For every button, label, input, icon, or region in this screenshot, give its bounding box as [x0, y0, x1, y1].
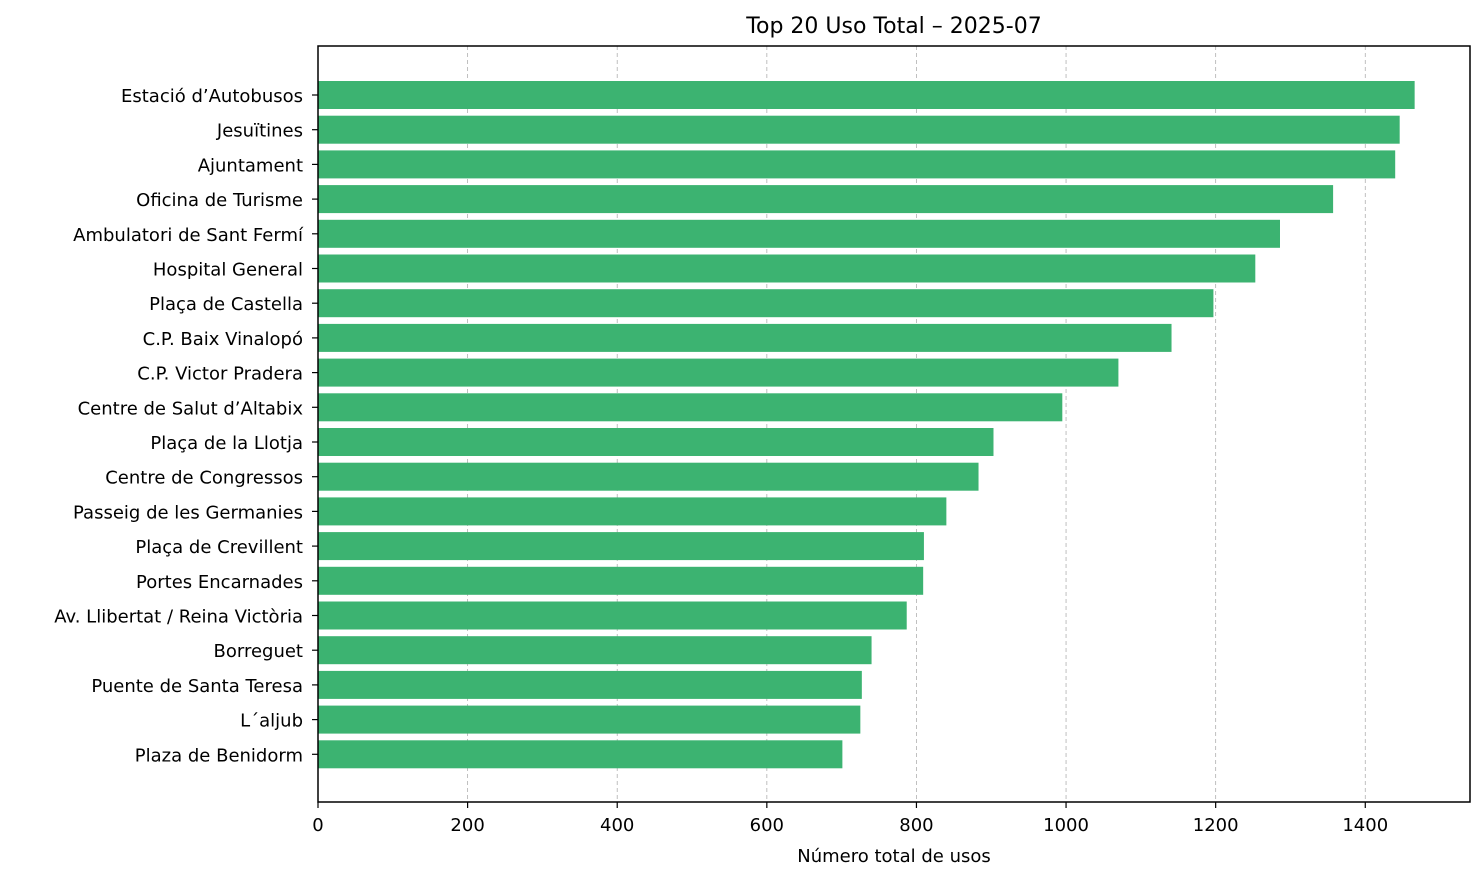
y-tick-label: C.P. Victor Pradera — [137, 364, 303, 385]
y-tick-label: Plaça de la Llotja — [150, 433, 303, 454]
x-tick-label: 0 — [312, 815, 323, 836]
y-tick-label: Centre de Congressos — [105, 468, 303, 489]
bar — [318, 150, 1396, 179]
bar — [318, 254, 1256, 283]
x-tick-label: 1400 — [1342, 815, 1388, 836]
bar — [318, 497, 947, 526]
y-tick-label: Hospital General — [153, 260, 303, 281]
axes-frame — [317, 45, 1471, 803]
y-tick-label: Portes Encarnades — [136, 572, 303, 593]
y-axis-ticks: Estació d’Autobusos Jesuïtines Ajuntament O… — [54, 86, 318, 766]
y-tick-label: Ambulatori de Sant Fermí — [73, 225, 304, 246]
y-tick-label: Passeig de les Germanies — [73, 502, 303, 523]
bar — [318, 601, 907, 630]
bar — [318, 462, 979, 491]
y-tick-label: Ajuntament — [198, 155, 303, 176]
bar — [318, 185, 1334, 214]
bar — [318, 636, 872, 665]
x-axis-label: Número total de usos — [797, 846, 991, 867]
bar — [318, 566, 924, 595]
bar — [318, 740, 843, 769]
bar — [318, 323, 1172, 352]
bar — [318, 358, 1119, 387]
y-tick-label: C.P. Baix Vinalopó — [143, 329, 303, 350]
x-tick-label: 600 — [750, 815, 784, 836]
bars — [318, 81, 1415, 769]
bar — [318, 289, 1214, 318]
bar — [318, 219, 1280, 248]
y-tick-label: Plaça de Castella — [149, 294, 303, 315]
y-tick-label: Puente de Santa Teresa — [91, 676, 303, 697]
x-tick-label: 1200 — [1193, 815, 1239, 836]
bar — [318, 393, 1063, 422]
x-tick-label: 1000 — [1043, 815, 1089, 836]
y-tick-label: Borreguet — [214, 641, 304, 662]
bar — [318, 81, 1415, 109]
x-tick-label: 400 — [600, 815, 634, 836]
y-tick-label: Plaza de Benidorm — [135, 745, 303, 766]
bar — [318, 670, 862, 699]
y-tick-label: L´aljub — [240, 711, 303, 732]
y-tick-label: Centre de Salut d’Altabix — [78, 398, 304, 419]
y-tick-label: Plaça de Crevillent — [135, 537, 303, 558]
bar — [318, 705, 861, 734]
x-tick-label: 800 — [899, 815, 933, 836]
y-tick-label: Jesuïtines — [216, 121, 303, 142]
x-axis-ticks: 0 200 400 600 800 1000 1200 1400 — [312, 802, 1388, 836]
y-tick-label: Oficina de Turisme — [136, 190, 303, 211]
bar — [318, 115, 1400, 144]
y-tick-label: Estació d’Autobusos — [121, 86, 303, 107]
plot-frame — [317, 45, 1471, 803]
x-tick-label: 200 — [450, 815, 484, 836]
y-tick-label: Av. Llibertat / Reina Victòria — [54, 607, 303, 628]
bar — [318, 428, 994, 456]
chart-title: Top 20 Uso Total – 2025-07 — [745, 14, 1041, 39]
bar — [318, 532, 924, 561]
